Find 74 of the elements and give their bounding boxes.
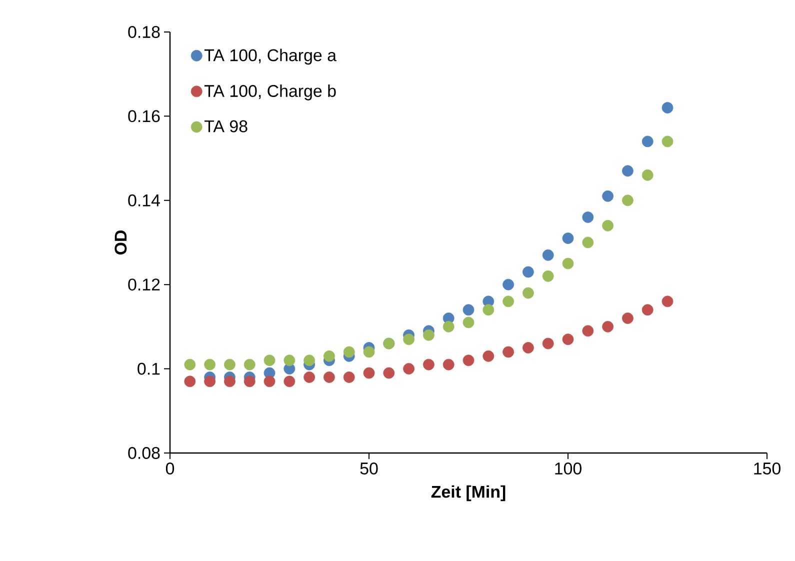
point <box>522 287 534 299</box>
point <box>363 346 375 358</box>
point <box>582 212 594 223</box>
point <box>304 372 316 383</box>
y-axis-title: OD <box>114 230 127 254</box>
point <box>403 363 415 374</box>
point <box>184 358 196 370</box>
point <box>324 350 335 362</box>
point <box>562 258 574 270</box>
point <box>542 270 554 282</box>
point <box>442 358 454 370</box>
point <box>662 296 674 308</box>
point <box>244 376 256 388</box>
point <box>482 304 494 316</box>
point <box>602 190 614 202</box>
y-tick-label: 0.08 <box>128 446 160 459</box>
legend-label: TA 98 <box>204 120 248 132</box>
y-tick-label: 0.14 <box>128 194 160 206</box>
point <box>423 329 434 341</box>
point <box>403 334 415 346</box>
point <box>324 372 335 383</box>
point <box>642 169 654 181</box>
point <box>542 249 554 261</box>
x-tick-label: 150 <box>754 462 780 474</box>
point <box>343 372 355 383</box>
point <box>562 232 574 244</box>
point <box>264 376 276 388</box>
point <box>462 304 474 316</box>
point <box>442 320 454 332</box>
point <box>224 358 236 370</box>
x-tick-label: 0 <box>166 462 174 474</box>
point <box>304 354 316 366</box>
point <box>522 266 534 278</box>
point <box>423 358 434 370</box>
point <box>602 320 614 332</box>
point <box>502 278 514 290</box>
point <box>204 358 216 370</box>
point <box>204 376 216 388</box>
point <box>184 376 196 388</box>
legend-label: TA 100, Charge a <box>204 48 337 65</box>
point <box>622 312 634 324</box>
point <box>602 220 614 232</box>
point <box>522 342 534 354</box>
point <box>642 136 654 148</box>
x-axis-title: Zeit [Min] <box>431 485 506 502</box>
x-tick-label: 100 <box>555 462 582 474</box>
point <box>542 338 554 350</box>
y-tick-label: 0.18 <box>128 26 160 38</box>
point <box>462 316 474 328</box>
point <box>284 354 296 366</box>
point <box>662 102 674 114</box>
point <box>502 346 514 358</box>
point <box>264 354 276 366</box>
point <box>582 236 594 248</box>
point <box>224 376 236 388</box>
point <box>662 136 674 148</box>
point <box>284 376 296 388</box>
point <box>622 165 634 177</box>
y-tick-label: 0.12 <box>128 278 160 291</box>
point <box>462 354 474 366</box>
point <box>343 346 355 358</box>
x-tick-label: 50 <box>360 462 378 474</box>
point <box>622 194 634 206</box>
legend-label: TA 100, Charge b <box>204 84 336 100</box>
point <box>244 358 256 370</box>
point <box>482 350 494 362</box>
point <box>642 304 654 316</box>
y-tick-label: 0.1 <box>138 362 160 375</box>
point <box>383 367 395 379</box>
point <box>502 296 514 308</box>
y-tick-label: 0.16 <box>128 110 160 122</box>
point <box>562 334 574 346</box>
point <box>363 367 375 379</box>
point <box>582 325 594 337</box>
